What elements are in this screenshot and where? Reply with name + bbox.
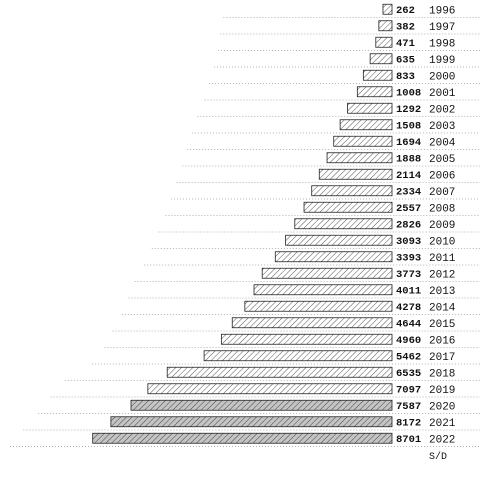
value-label-2006: 2114	[396, 170, 421, 182]
bar-2000	[362, 69, 393, 81]
value-label-2016: 4960	[396, 335, 421, 347]
value-label-1999: 635	[396, 55, 415, 67]
year-label-2021: 2021	[429, 418, 456, 430]
bar-2009	[294, 218, 393, 230]
value-label-2000: 833	[396, 71, 415, 83]
value-label-2015: 4644	[396, 319, 421, 331]
year-label-2008: 2008	[429, 203, 455, 215]
year-label-2017: 2017	[429, 352, 455, 364]
labels: 262 1996 382 1997 471 1998 635 1999 833 2000 1008 2…	[396, 5, 456, 463]
year-label-2010: 2010	[429, 236, 455, 248]
year-label-2007: 2007	[429, 187, 455, 199]
bar-2012	[261, 267, 393, 279]
bar-2003	[339, 119, 393, 131]
bar-2014	[244, 300, 393, 312]
year-label-2013: 2013	[429, 286, 455, 298]
bar-2008	[303, 201, 393, 213]
year-label-2002: 2002	[429, 104, 455, 116]
gridlines	[10, 17, 480, 447]
value-label-2021: 8172	[396, 418, 421, 430]
bar-1999	[369, 53, 393, 65]
bar-2007	[311, 185, 393, 197]
value-label-2008: 2557	[396, 203, 421, 215]
bar-2005	[326, 152, 393, 164]
sd-label: S/D	[429, 451, 447, 463]
value-label-2009: 2826	[396, 220, 421, 232]
value-label-2004: 1694	[396, 137, 421, 149]
bar-1997	[378, 20, 393, 32]
value-label-2010: 3093	[396, 236, 421, 248]
year-label-1998: 1998	[429, 38, 455, 50]
value-label-2003: 1508	[396, 121, 421, 133]
bar-2022	[92, 432, 393, 444]
year-label-2022: 2022	[429, 434, 455, 446]
value-label-2012: 3773	[396, 269, 421, 281]
bar-1998	[375, 36, 393, 48]
bar-1996	[382, 3, 393, 15]
year-label-2016: 2016	[429, 335, 455, 347]
bar-2002	[347, 102, 393, 114]
value-label-1996: 262	[396, 5, 415, 17]
bar-2001	[356, 86, 393, 98]
year-label-2015: 2015	[429, 319, 455, 331]
value-label-2017: 5462	[396, 352, 421, 364]
bar-2004	[333, 135, 393, 147]
year-label-2011: 2011	[429, 253, 456, 265]
bar-2021	[110, 416, 393, 428]
bar-2019	[147, 383, 393, 395]
bars	[92, 3, 393, 444]
bar-2018	[166, 366, 393, 378]
value-label-2022: 8701	[396, 434, 421, 446]
year-label-1996: 1996	[429, 5, 455, 17]
bar-2013	[253, 284, 393, 296]
value-label-1998: 471	[396, 38, 415, 50]
year-label-2014: 2014	[429, 302, 456, 314]
year-label-2000: 2000	[429, 71, 455, 83]
value-label-2001: 1008	[396, 88, 421, 100]
value-label-2002: 1292	[396, 104, 421, 116]
year-label-2001: 2001	[429, 88, 456, 100]
year-label-2005: 2005	[429, 154, 455, 166]
year-label-2009: 2009	[429, 220, 455, 232]
bar-2006	[318, 168, 393, 180]
value-label-2005: 1888	[396, 154, 421, 166]
year-label-2012: 2012	[429, 269, 455, 281]
value-label-2020: 7587	[396, 401, 421, 413]
year-label-2004: 2004	[429, 137, 456, 149]
value-label-2011: 3393	[396, 253, 421, 265]
value-label-2014: 4278	[396, 302, 421, 314]
value-label-2007: 2334	[396, 187, 421, 199]
year-label-2006: 2006	[429, 170, 455, 182]
year-label-2020: 2020	[429, 401, 455, 413]
bar-2010	[285, 234, 393, 246]
bar-2016	[220, 333, 393, 345]
bar-2011	[274, 251, 393, 263]
value-label-2019: 7097	[396, 385, 421, 397]
value-label-2013: 4011	[396, 286, 421, 298]
year-label-2003: 2003	[429, 121, 455, 133]
bar-2020	[130, 399, 393, 411]
value-label-2018: 6535	[396, 368, 421, 380]
value-label-1997: 382	[396, 22, 415, 34]
bar-2017	[203, 350, 393, 362]
year-label-1999: 1999	[429, 55, 455, 67]
year-label-2018: 2018	[429, 368, 455, 380]
year-label-1997: 1997	[429, 22, 455, 34]
bar-2015	[231, 317, 393, 329]
year-label-2019: 2019	[429, 385, 455, 397]
